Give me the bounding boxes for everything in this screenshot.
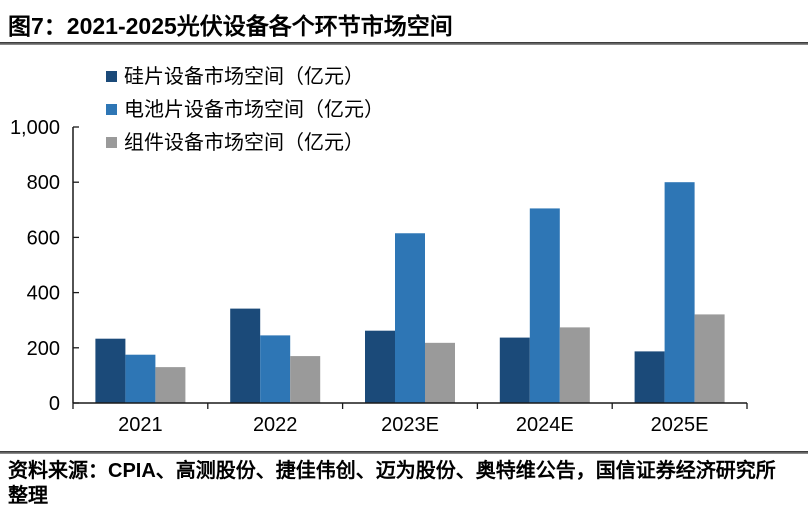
y-axis-label: 400 [27,283,60,305]
bar-module-2021 [155,367,186,403]
x-axis-label: 2025E [651,414,709,436]
bar-module-2024E [559,327,590,403]
title-divider [0,42,808,45]
bar-silicon-2024E [499,337,530,403]
legend-swatch-icon [106,71,117,82]
footer-divider [0,451,808,454]
y-axis-label: 600 [27,227,60,249]
legend-swatch-icon [106,137,117,148]
legend-item-module-equipment: 组件设备市场空间（亿元） [106,126,462,159]
bar-cell-2025E [664,182,695,403]
bar-silicon-2025E [634,351,665,403]
y-axis-label: 0 [49,393,60,415]
legend-label: 硅片设备市场空间（亿元） [124,65,364,88]
bar-cell-2024E [529,208,560,403]
y-axis-label: 800 [27,172,60,194]
legend-swatch-icon [106,104,117,115]
x-axis-label: 2024E [516,414,574,436]
bar-module-2023E [425,342,455,403]
x-axis-label: 2022 [253,414,298,436]
x-axis-label: 2023E [381,414,439,436]
figure-title: 图7：2021-2025光伏设备各个环节市场空间 [8,13,453,39]
bar-silicon-2022 [230,308,261,403]
legend-item-silicon-wafer-equipment: 硅片设备市场空间（亿元） [106,60,462,93]
source-note: 资料来源：CPIA、高测股份、捷佳伟创、迈为股份、奥特维公告，国信证券经济研究所… [8,460,776,507]
bar-silicon-2021 [95,338,126,403]
bar-cell-2023E [395,233,425,403]
bar-module-2025E [694,314,725,403]
bar-cell-2022 [260,335,291,403]
bar-silicon-2023E [365,330,395,403]
x-axis-label: 2021 [118,414,163,436]
legend-label: 电池片设备市场空间（亿元） [124,98,384,121]
bar-cell-2021 [125,354,156,403]
y-axis-label: 1,000 [10,117,60,139]
bar-module-2022 [290,356,321,403]
y-axis-label: 200 [27,338,60,360]
chart-legend: 硅片设备市场空间（亿元） 电池片设备市场空间（亿元） 组件设备市场空间（亿元） [106,60,806,159]
legend-item-cell-equipment: 电池片设备市场空间（亿元） [106,93,462,126]
legend-label: 组件设备市场空间（亿元） [124,131,364,154]
